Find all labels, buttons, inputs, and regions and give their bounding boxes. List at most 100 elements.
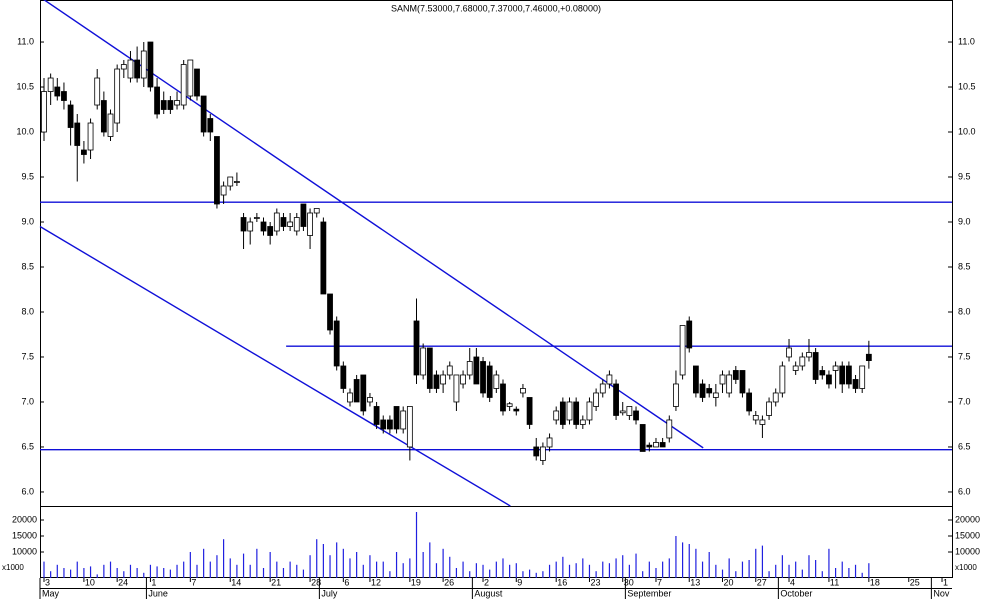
candle-body	[147, 41, 154, 88]
y-tick-label: 9.0	[21, 216, 34, 226]
candle-body	[280, 217, 287, 227]
x-tick-label: 23	[590, 577, 600, 587]
candle-body	[367, 397, 373, 403]
volume-unit: x1000	[955, 563, 977, 572]
x-tick-label: 16	[557, 577, 567, 587]
y2-tick-label: 20000	[12, 514, 37, 524]
y-tick-label: 8.0	[958, 306, 971, 316]
candle-body	[167, 100, 174, 110]
candle-body	[393, 406, 400, 430]
candle-body	[420, 347, 427, 376]
candle-body	[453, 374, 460, 403]
y-tick-label: 10.0	[958, 126, 976, 136]
y2-tick-label: 20000	[955, 514, 980, 524]
x-tick-label: 7	[657, 577, 662, 587]
candle-body	[653, 442, 659, 448]
candle-body	[187, 59, 194, 97]
candle-body	[480, 361, 486, 394]
candle-body	[360, 374, 367, 412]
candle-body	[214, 136, 220, 205]
x-tick-label: 21	[271, 577, 281, 587]
candle-body	[666, 419, 673, 439]
candle-body	[293, 217, 300, 232]
candle-body	[320, 221, 327, 295]
candle-body	[613, 383, 619, 416]
candle-body	[865, 353, 872, 361]
candle-body	[340, 365, 347, 389]
x-tick-label: 9	[517, 577, 522, 587]
y-tick-label: 7.0	[21, 396, 34, 406]
month-label: May	[42, 588, 60, 598]
candle-body	[752, 415, 759, 421]
candle-body	[746, 392, 753, 412]
candle-body	[826, 374, 832, 385]
x-tick-label: 12	[371, 577, 381, 587]
candle-body	[327, 293, 333, 331]
candle-body	[633, 410, 639, 421]
candle-body	[586, 401, 593, 421]
y-tick-label: 9.5	[21, 171, 34, 181]
candle-body	[486, 365, 493, 398]
y-tick-label: 9.0	[958, 216, 971, 226]
candle-body	[247, 221, 254, 232]
candle-body	[573, 401, 580, 425]
candle-body	[114, 68, 121, 124]
candle-body	[686, 320, 693, 349]
candle-body	[799, 356, 806, 367]
candle-body	[506, 403, 513, 407]
candle-body	[819, 370, 826, 376]
candle-body	[699, 383, 706, 398]
x-tick-label: 1	[943, 577, 948, 587]
candle-body	[619, 410, 626, 414]
candle-body	[94, 77, 101, 106]
candle-body	[433, 374, 440, 389]
month-label: September	[627, 588, 671, 598]
candle-body	[353, 379, 360, 403]
x-tick-label: 19	[411, 577, 421, 587]
candle-body	[659, 442, 666, 448]
candle-body	[606, 374, 613, 385]
x-tick-label: 18	[870, 577, 880, 587]
candle-body	[333, 320, 340, 367]
candle-body	[739, 370, 746, 394]
candle-body	[273, 212, 280, 232]
x-tick-label: 11	[830, 577, 839, 587]
candle-body	[626, 406, 633, 416]
x-tick-label: 20	[724, 577, 734, 587]
x-tick-label: 14	[231, 577, 241, 587]
candle-body	[859, 365, 866, 389]
y2-tick-label: 15000	[12, 530, 37, 540]
y-tick-label: 10.5	[958, 81, 976, 91]
y-tick-label: 10.5	[16, 81, 34, 91]
candle-body	[732, 370, 739, 380]
candle-body	[466, 361, 473, 376]
candle-body	[520, 388, 526, 394]
y2-tick-label: 10000	[12, 546, 37, 556]
candle-body	[766, 401, 772, 416]
candle-body	[533, 446, 540, 457]
candle-body	[227, 176, 234, 187]
candle-body	[180, 64, 187, 106]
candle-body	[313, 208, 320, 214]
y-tick-label: 6.0	[958, 486, 971, 496]
y-tick-label: 7.5	[21, 351, 34, 361]
candle-body	[87, 122, 94, 151]
candle-body	[500, 383, 506, 412]
candle-body	[646, 444, 653, 448]
x-tick-label: 3	[45, 577, 50, 587]
y-tick-label: 9.5	[958, 171, 971, 181]
y-tick-label: 6.5	[21, 441, 34, 451]
candle-body	[100, 100, 107, 133]
candle-body	[81, 149, 87, 155]
candle-body	[174, 100, 180, 106]
candle-body	[207, 118, 214, 133]
candle-body	[400, 410, 407, 430]
candle-body	[553, 410, 560, 421]
candle-body	[566, 401, 573, 421]
month-label: June	[148, 588, 168, 598]
y2-tick-label: 15000	[955, 530, 980, 540]
y-tick-label: 11.0	[958, 36, 975, 46]
candle-body	[706, 388, 713, 394]
y-tick-label: 6.0	[21, 486, 34, 496]
candle-body	[107, 113, 114, 137]
